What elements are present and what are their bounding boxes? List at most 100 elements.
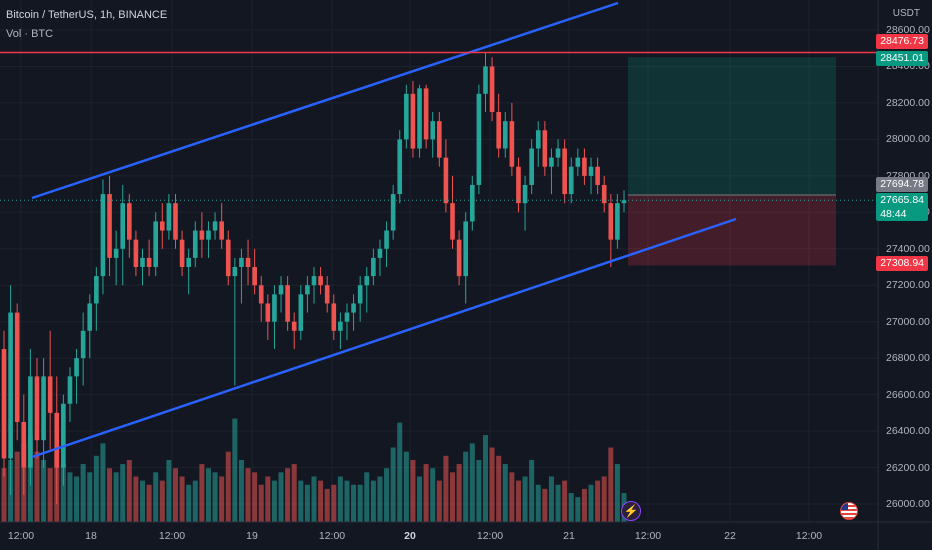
- candle-body: [450, 203, 455, 240]
- volume-bar: [172, 468, 178, 522]
- volume-bar: [93, 455, 99, 522]
- volume-bar: [140, 480, 146, 522]
- candle-body: [516, 166, 521, 204]
- candle-body: [87, 303, 93, 331]
- candle-body: [291, 321, 297, 331]
- volume-bar: [496, 455, 502, 522]
- volume-bar: [463, 451, 469, 522]
- entry-price-tag: 27694.78: [876, 177, 928, 192]
- price-tick-label: 27000.00: [886, 315, 930, 328]
- candle-body: [476, 93, 482, 185]
- volume-bar: [232, 418, 238, 522]
- candle-body: [107, 194, 112, 258]
- candle-body: [120, 203, 126, 249]
- volume-bar: [219, 476, 225, 522]
- volume-bar: [482, 435, 488, 522]
- candle-body: [212, 221, 218, 231]
- volume-bar: [271, 480, 277, 522]
- volume-bar: [238, 459, 244, 522]
- candle-body: [338, 321, 343, 331]
- candle-body: [443, 157, 449, 204]
- volume-bar: [542, 488, 548, 522]
- volume-bar: [67, 472, 73, 522]
- candle-body: [206, 230, 211, 240]
- volume-bar: [80, 464, 86, 522]
- candle-body: [258, 285, 264, 304]
- volume-bar: [298, 480, 304, 522]
- candle-body: [173, 203, 178, 240]
- candle-body: [133, 239, 139, 267]
- symbol-title[interactable]: Bitcoin / TetherUS, 1h, BINANCE: [6, 9, 168, 21]
- candle-body: [8, 312, 13, 459]
- candle-body: [265, 303, 271, 322]
- volume-bar: [252, 472, 258, 522]
- candle-body: [318, 276, 323, 286]
- volume-bar: [205, 468, 211, 522]
- volume-bar: [529, 459, 535, 522]
- volume-bar: [212, 472, 218, 522]
- candle-body: [601, 184, 607, 204]
- candle-body: [568, 166, 574, 195]
- candle-body: [562, 148, 567, 195]
- candle-body: [542, 130, 548, 167]
- volume-bar: [436, 480, 442, 522]
- volume-bar: [450, 472, 456, 522]
- time-tick-label: 12:00: [318, 530, 346, 542]
- candle-body: [384, 230, 389, 249]
- volume-bar: [417, 476, 423, 522]
- candle-body: [522, 184, 528, 204]
- volume-bar: [410, 459, 416, 522]
- volume-bar: [562, 480, 568, 522]
- volume-bar: [430, 468, 436, 522]
- price-tick-label: 26600.00: [886, 388, 930, 401]
- resistance-price-tag: 28476.73: [876, 34, 928, 49]
- lightning-icon[interactable]: ⚡: [621, 501, 641, 521]
- volume-bar: [588, 484, 594, 522]
- volume-bar: [47, 468, 53, 522]
- volume-bar: [364, 472, 370, 522]
- volume-bar: [575, 497, 581, 522]
- volume-bar: [120, 464, 126, 522]
- volume-bar: [74, 476, 80, 522]
- volume-bar: [489, 447, 495, 522]
- target-zone: [628, 57, 836, 196]
- candle-body: [410, 93, 416, 149]
- candle-body: [502, 121, 508, 149]
- volume-bar: [397, 422, 403, 522]
- candle-body: [67, 376, 73, 404]
- candle-body: [1, 349, 7, 459]
- candle-body: [509, 121, 515, 167]
- candle-body: [331, 303, 337, 331]
- candle-body: [61, 403, 66, 468]
- candle-body: [456, 239, 462, 277]
- volume-bar: [100, 443, 106, 522]
- volume-bar: [34, 451, 40, 522]
- time-tick-label: 12:00: [476, 530, 504, 542]
- volume-indicator-label[interactable]: Vol · BTC: [6, 28, 54, 40]
- time-tick-label: 22: [724, 530, 736, 542]
- volume-bar: [159, 480, 165, 522]
- candle-body: [100, 194, 106, 277]
- time-tick-label: 21: [563, 530, 575, 542]
- time-tick-label: 20: [404, 530, 416, 542]
- time-tick-label: 12:00: [158, 530, 186, 542]
- candle-body: [153, 221, 159, 267]
- candle-body: [140, 257, 145, 267]
- us-flag-icon[interactable]: [840, 502, 858, 520]
- volume-bar: [245, 468, 251, 522]
- candle-body: [34, 376, 40, 441]
- volume-bar: [515, 480, 521, 522]
- channel-lower-line: [31, 217, 737, 459]
- candle-body: [298, 294, 304, 331]
- volume-bar: [179, 476, 185, 522]
- volume-bar: [133, 476, 139, 522]
- candle-body: [324, 285, 330, 304]
- volume-bar: [344, 480, 350, 522]
- volume-bar: [370, 480, 376, 522]
- candle-body: [94, 276, 99, 304]
- candle-body: [595, 166, 600, 185]
- candle-body: [344, 312, 350, 322]
- currency-label: USDT: [892, 8, 920, 19]
- volume-bar: [509, 472, 515, 522]
